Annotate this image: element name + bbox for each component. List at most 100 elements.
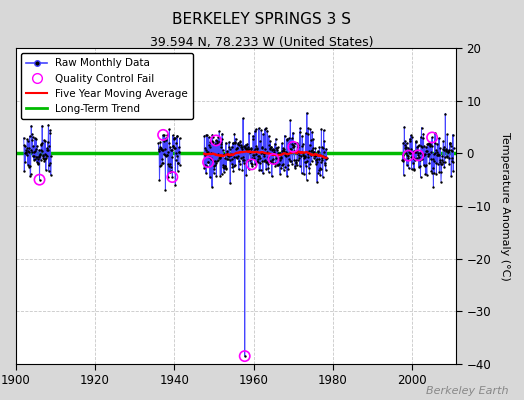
Point bbox=[217, 141, 225, 148]
Point bbox=[253, 144, 261, 151]
Point bbox=[414, 142, 423, 148]
Point bbox=[400, 124, 409, 130]
Point bbox=[43, 153, 52, 159]
Point bbox=[419, 135, 427, 142]
Point bbox=[290, 147, 298, 154]
Point bbox=[162, 135, 170, 141]
Point bbox=[276, 150, 285, 156]
Point bbox=[244, 148, 253, 154]
Point bbox=[430, 150, 438, 157]
Point bbox=[37, 142, 46, 148]
Point bbox=[288, 142, 297, 148]
Point bbox=[165, 163, 173, 169]
Point bbox=[156, 144, 165, 150]
Point bbox=[307, 151, 315, 158]
Point bbox=[270, 149, 278, 155]
Point bbox=[310, 154, 318, 161]
Point bbox=[219, 146, 227, 153]
Point bbox=[300, 152, 309, 159]
Point bbox=[242, 146, 250, 152]
Point bbox=[212, 160, 220, 166]
Point bbox=[405, 165, 413, 171]
Point bbox=[175, 148, 183, 155]
Point bbox=[249, 136, 257, 142]
Point bbox=[296, 129, 304, 135]
Point bbox=[413, 150, 422, 156]
Point bbox=[285, 140, 293, 146]
Text: Berkeley Earth: Berkeley Earth bbox=[426, 386, 508, 396]
Point bbox=[399, 139, 408, 146]
Point bbox=[410, 148, 418, 154]
Point bbox=[247, 161, 256, 168]
Point bbox=[322, 155, 331, 162]
Point bbox=[24, 138, 32, 145]
Point bbox=[315, 166, 323, 173]
Point bbox=[215, 138, 223, 145]
Text: 39.594 N, 78.233 W (United States): 39.594 N, 78.233 W (United States) bbox=[150, 36, 374, 49]
Point bbox=[214, 150, 222, 157]
Y-axis label: Temperature Anomaly (°C): Temperature Anomaly (°C) bbox=[500, 132, 510, 280]
Point bbox=[286, 117, 294, 124]
Point bbox=[26, 163, 34, 169]
Point bbox=[44, 146, 52, 153]
Point bbox=[227, 151, 235, 157]
Point bbox=[170, 136, 179, 142]
Point bbox=[269, 145, 277, 152]
Point bbox=[273, 145, 281, 151]
Point bbox=[161, 152, 169, 158]
Point bbox=[282, 149, 290, 156]
Point bbox=[448, 148, 456, 154]
Point bbox=[270, 147, 278, 153]
Point bbox=[309, 148, 318, 155]
Point bbox=[239, 154, 248, 160]
Point bbox=[36, 150, 45, 157]
Point bbox=[237, 155, 245, 161]
Point bbox=[266, 138, 275, 144]
Point bbox=[157, 144, 165, 151]
Point bbox=[257, 150, 265, 156]
Point bbox=[206, 174, 214, 181]
Point bbox=[224, 152, 232, 158]
Point bbox=[436, 145, 444, 152]
Point bbox=[436, 159, 444, 165]
Point bbox=[444, 149, 452, 156]
Point bbox=[443, 131, 452, 138]
Point bbox=[30, 148, 38, 155]
Point bbox=[255, 153, 263, 159]
Point bbox=[267, 144, 275, 150]
Point bbox=[230, 168, 238, 174]
Point bbox=[417, 134, 425, 140]
Point bbox=[268, 173, 276, 180]
Point bbox=[204, 134, 213, 140]
Point bbox=[240, 160, 248, 166]
Point bbox=[302, 163, 310, 169]
Point bbox=[299, 141, 307, 147]
Point bbox=[315, 152, 324, 158]
Point bbox=[273, 147, 281, 154]
Point bbox=[285, 135, 293, 142]
Point bbox=[41, 166, 50, 173]
Point bbox=[161, 187, 170, 194]
Point bbox=[427, 148, 435, 155]
Point bbox=[297, 148, 305, 155]
Point bbox=[279, 161, 287, 167]
Point bbox=[440, 164, 449, 171]
Point bbox=[246, 156, 255, 163]
Point bbox=[250, 148, 258, 154]
Point bbox=[302, 159, 310, 165]
Point bbox=[411, 138, 420, 144]
Point bbox=[443, 148, 452, 154]
Point bbox=[408, 150, 417, 156]
Point bbox=[253, 158, 261, 164]
Point bbox=[230, 154, 238, 160]
Point bbox=[44, 122, 52, 128]
Point bbox=[419, 130, 428, 137]
Point bbox=[406, 138, 414, 144]
Point bbox=[304, 125, 312, 131]
Point bbox=[175, 144, 183, 150]
Point bbox=[221, 162, 229, 169]
Point bbox=[415, 154, 423, 160]
Point bbox=[35, 152, 43, 159]
Point bbox=[414, 152, 422, 158]
Point bbox=[226, 146, 234, 152]
